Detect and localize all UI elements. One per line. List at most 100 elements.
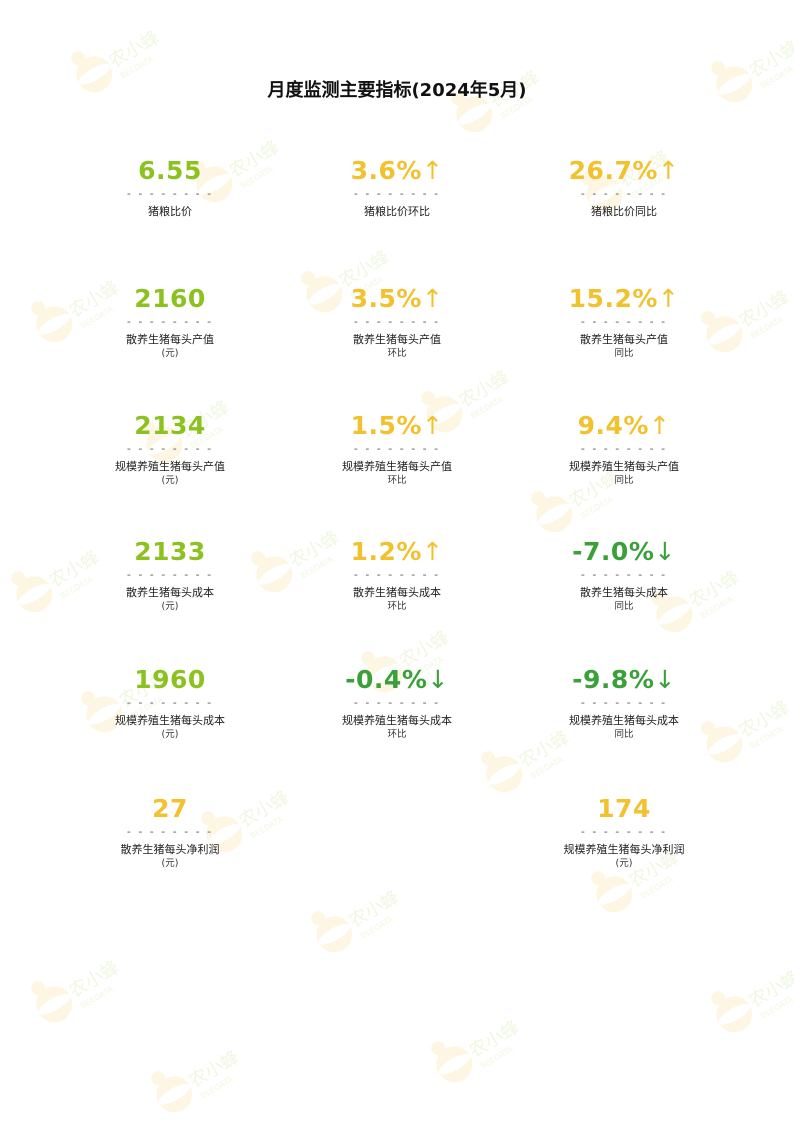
- metric-unit: (元): [161, 475, 179, 486]
- metric-card: 2160 - - - - - - - - 散养生猪每头产值 (元): [56, 284, 284, 361]
- metric-value: 27: [56, 794, 284, 824]
- value-number: 27: [152, 794, 188, 823]
- separator: - - - - - - - -: [126, 696, 214, 709]
- metric-card: 1960 - - - - - - - - 规模养殖生猪每头成本 (元): [56, 665, 284, 742]
- value-number: -7.0%: [572, 537, 655, 566]
- value-number: 15.2%: [568, 284, 658, 313]
- metric-card: 1.5%↑ - - - - - - - - 规模养殖生猪每头产值 环比: [283, 411, 511, 488]
- value-number: 1.2%: [350, 537, 422, 566]
- metric-value: 1.5%↑: [283, 411, 511, 441]
- metric-card: 2133 - - - - - - - - 散养生猪每头成本 (元): [56, 537, 284, 614]
- metric-value: 2160: [56, 284, 284, 314]
- separator: - - - - - - - -: [353, 696, 441, 709]
- separator: - - - - - - - -: [580, 187, 668, 200]
- separator: - - - - - - - -: [353, 187, 441, 200]
- separator: - - - - - - - -: [580, 315, 668, 328]
- metric-card: 2134 - - - - - - - - 规模养殖生猪每头产值 (元): [56, 411, 284, 488]
- value-number: -0.4%: [345, 665, 428, 694]
- value-number: 1960: [134, 665, 206, 694]
- metric-card: 174 - - - - - - - - 规模养殖生猪每头净利润 (元): [510, 794, 738, 871]
- separator: - - - - - - - -: [126, 568, 214, 581]
- metric-card: 15.2%↑ - - - - - - - - 散养生猪每头产值 同比: [510, 284, 738, 361]
- value-number: 3.6%: [350, 156, 422, 185]
- metric-label: 散养生猪每头产值: [126, 333, 214, 346]
- arrow-up-icon: ↑: [421, 411, 444, 440]
- metric-period: 同比: [614, 475, 634, 486]
- metric-card: 9.4%↑ - - - - - - - - 规模养殖生猪每头产值 同比: [510, 411, 738, 488]
- arrow-up-icon: ↑: [648, 411, 671, 440]
- metric-label: 规模养殖生猪每头净利润: [563, 843, 685, 856]
- metric-value: 3.5%↑: [283, 284, 511, 314]
- metric-value: 3.6%↑: [283, 156, 511, 186]
- value-number: -9.8%: [572, 665, 655, 694]
- value-number: 3.5%: [350, 284, 422, 313]
- metric-card: -7.0%↓ - - - - - - - - 散养生猪每头成本 同比: [510, 537, 738, 614]
- metric-period: 同比: [614, 729, 634, 740]
- separator: - - - - - - - -: [580, 696, 668, 709]
- metric-label: 散养生猪每头产值: [580, 333, 668, 346]
- metric-card: 3.5%↑ - - - - - - - - 散养生猪每头产值 环比: [283, 284, 511, 361]
- metric-card: -0.4%↓ - - - - - - - - 规模养殖生猪每头成本 环比: [283, 665, 511, 742]
- arrow-up-icon: ↑: [657, 156, 680, 185]
- arrow-down-icon: ↓: [427, 665, 449, 694]
- value-number: 2160: [134, 284, 206, 313]
- metric-card: 26.7%↑ - - - - - - - - 猪粮比价同比: [510, 156, 738, 219]
- metric-unit: (元): [161, 601, 179, 612]
- metric-value: 2134: [56, 411, 284, 441]
- separator: - - - - - - - -: [353, 442, 441, 455]
- metric-value: 6.55: [56, 156, 284, 186]
- separator: - - - - - - - -: [580, 442, 668, 455]
- metric-label: 散养生猪每头成本: [353, 586, 441, 599]
- metric-card: 6.55 - - - - - - - - 猪粮比价: [56, 156, 284, 219]
- value-number: 2134: [134, 411, 206, 440]
- metric-label: 规模养殖生猪每头成本: [115, 714, 225, 727]
- metric-card: 3.6%↑ - - - - - - - - 猪粮比价环比: [283, 156, 511, 219]
- metric-label: 散养生猪每头成本: [580, 586, 668, 599]
- metric-unit: (元): [615, 858, 633, 869]
- arrow-up-icon: ↑: [421, 156, 444, 185]
- metric-label: 散养生猪每头净利润: [120, 843, 220, 856]
- metric-label: 散养生猪每头成本: [126, 586, 214, 599]
- page-title: 月度监测主要指标(2024年5月): [267, 80, 527, 101]
- metric-value: 15.2%↑: [510, 284, 738, 314]
- metric-period: 同比: [614, 601, 634, 612]
- arrow-down-icon: ↓: [654, 665, 676, 694]
- separator: - - - - - - - -: [580, 825, 668, 838]
- separator: - - - - - - - -: [126, 442, 214, 455]
- value-number: 174: [597, 794, 651, 823]
- metric-value: -0.4%↓: [283, 665, 511, 695]
- metric-label: 规模养殖生猪每头产值: [569, 460, 679, 473]
- value-number: 1.5%: [350, 411, 422, 440]
- separator: - - - - - - - -: [126, 825, 214, 838]
- metric-period: 环比: [387, 475, 407, 486]
- metric-unit: (元): [161, 348, 179, 359]
- metric-label: 规模养殖生猪每头产值: [342, 460, 452, 473]
- metric-label: 散养生猪每头产值: [353, 333, 441, 346]
- separator: - - - - - - - -: [126, 187, 214, 200]
- arrow-up-icon: ↑: [421, 284, 444, 313]
- separator: - - - - - - - -: [580, 568, 668, 581]
- metric-label: 规模养殖生猪每头成本: [569, 714, 679, 727]
- metric-value: 2133: [56, 537, 284, 567]
- arrow-down-icon: ↓: [654, 537, 676, 566]
- metric-value: 174: [510, 794, 738, 824]
- separator: - - - - - - - -: [353, 315, 441, 328]
- metric-card: 27 - - - - - - - - 散养生猪每头净利润 (元): [56, 794, 284, 871]
- value-number: 9.4%: [577, 411, 649, 440]
- metric-card: 1.2%↑ - - - - - - - - 散养生猪每头成本 环比: [283, 537, 511, 614]
- metric-card: -9.8%↓ - - - - - - - - 规模养殖生猪每头成本 同比: [510, 665, 738, 742]
- metric-period: 环比: [387, 729, 407, 740]
- metric-label: 猪粮比价同比: [591, 205, 657, 218]
- separator: - - - - - - - -: [353, 568, 441, 581]
- metric-unit: (元): [161, 729, 179, 740]
- metric-label: 规模养殖生猪每头成本: [342, 714, 452, 727]
- metric-value: -7.0%↓: [510, 537, 738, 567]
- metric-period: 环比: [387, 348, 407, 359]
- metric-label: 猪粮比价环比: [364, 205, 430, 218]
- metric-label: 规模养殖生猪每头产值: [115, 460, 225, 473]
- metric-period: 环比: [387, 601, 407, 612]
- metric-value: 1.2%↑: [283, 537, 511, 567]
- metric-period: 同比: [614, 348, 634, 359]
- metric-value: 1960: [56, 665, 284, 695]
- arrow-up-icon: ↑: [421, 537, 444, 566]
